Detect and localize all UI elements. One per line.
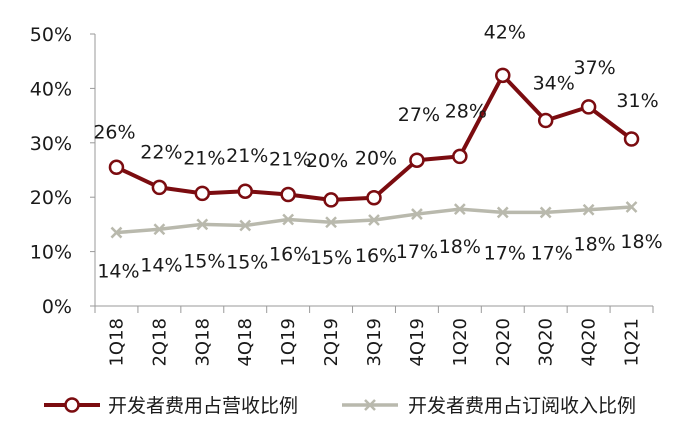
data-label: 14% <box>140 254 182 276</box>
circle-marker <box>495 67 511 84</box>
data-label: 18% <box>439 236 481 258</box>
legend-x-marker <box>364 399 376 411</box>
data-label: 28% <box>445 100 487 122</box>
data-label: 21% <box>226 145 268 167</box>
x-marker <box>153 223 166 236</box>
x-tick-label: 1Q21 <box>622 318 643 367</box>
data-label: 17% <box>531 242 573 264</box>
x-tick-label: 4Q18 <box>235 318 256 367</box>
circle-marker <box>237 183 253 199</box>
circle-marker <box>323 192 339 208</box>
circle-marker <box>366 189 382 206</box>
x-marker <box>582 203 595 216</box>
x-marker <box>496 206 509 219</box>
x-marker <box>368 214 380 226</box>
y-tick-label: 30% <box>30 133 72 155</box>
data-label: 16% <box>269 244 311 266</box>
x-marker <box>453 203 466 216</box>
circle-marker <box>623 131 640 147</box>
circle-marker <box>580 99 597 115</box>
x-marker <box>411 208 423 220</box>
circle-marker <box>280 186 296 203</box>
circle-marker <box>452 148 468 165</box>
x-marker <box>539 206 552 219</box>
x-tick-label: 3Q18 <box>192 318 213 367</box>
legend-circle-marker <box>64 397 80 413</box>
data-label: 37% <box>573 57 615 79</box>
x-tick-label: 1Q19 <box>278 318 299 367</box>
x-tick-label: 2Q18 <box>149 318 170 367</box>
data-label: 34% <box>533 72 575 94</box>
y-tick-label: 20% <box>30 187 72 209</box>
x-tick-label: 3Q20 <box>536 318 557 367</box>
y-tick-label: 50% <box>30 24 72 46</box>
data-label: 31% <box>616 90 658 112</box>
y-tick-label: 40% <box>30 78 72 100</box>
data-label: 14% <box>97 261 139 283</box>
circle-marker <box>409 152 425 168</box>
data-label: 17% <box>484 242 526 264</box>
x-tick-label: 3Q19 <box>364 318 385 367</box>
data-label: 21% <box>183 147 225 169</box>
data-label: 42% <box>484 21 526 43</box>
data-label: 15% <box>310 247 352 269</box>
data-label: 21% <box>269 148 311 170</box>
x-marker <box>282 213 295 226</box>
x-marker <box>325 216 337 229</box>
circle-marker <box>151 179 168 196</box>
x-marker <box>110 226 123 239</box>
data-label: 15% <box>183 250 225 272</box>
data-label: 20% <box>306 150 348 172</box>
x-tick-label: 1Q18 <box>106 318 127 367</box>
circle-marker <box>537 112 554 129</box>
circle-marker <box>108 159 125 176</box>
x-tick-label: 4Q19 <box>407 318 428 367</box>
x-tick-label: 4Q20 <box>579 318 600 367</box>
x-marker <box>625 201 638 213</box>
x-marker <box>196 218 209 231</box>
data-label: 20% <box>355 148 397 170</box>
y-tick-label: 0% <box>42 296 72 318</box>
x-tick-label: 2Q20 <box>493 318 514 367</box>
data-label: 15% <box>226 251 268 273</box>
y-tick-label: 10% <box>30 242 72 264</box>
data-label: 16% <box>355 245 397 267</box>
legend-label-revenue: 开发者费用占营收比例 <box>108 395 298 417</box>
data-label: 27% <box>398 104 440 126</box>
data-label: 18% <box>620 231 662 253</box>
circle-marker <box>194 185 211 202</box>
data-label: 26% <box>93 121 135 143</box>
x-tick-label: 1Q20 <box>450 318 471 367</box>
data-label: 22% <box>140 141 182 163</box>
data-label: 18% <box>573 234 615 256</box>
data-label: 17% <box>396 241 438 263</box>
x-marker <box>239 219 252 232</box>
x-tick-label: 2Q19 <box>321 318 342 367</box>
legend-label-subscription: 开发者费用占订阅收入比例 <box>408 395 636 417</box>
